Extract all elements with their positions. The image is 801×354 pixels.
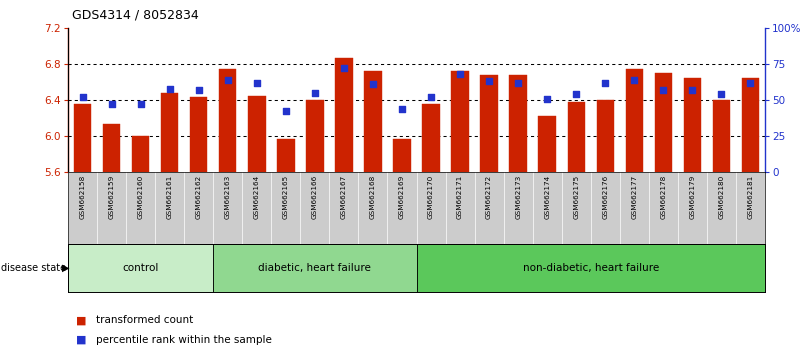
Text: GSM662161: GSM662161 xyxy=(167,175,173,219)
Text: disease state: disease state xyxy=(1,263,66,273)
Bar xyxy=(683,78,701,172)
Bar xyxy=(335,58,352,172)
Text: GSM662180: GSM662180 xyxy=(718,175,724,219)
Text: GSM662164: GSM662164 xyxy=(254,175,260,219)
Text: GSM662163: GSM662163 xyxy=(225,175,231,219)
Point xyxy=(541,96,553,101)
Point xyxy=(367,81,380,87)
Text: GSM662159: GSM662159 xyxy=(109,175,115,219)
Text: GSM662160: GSM662160 xyxy=(138,175,143,219)
Bar xyxy=(626,69,643,172)
Text: GSM662178: GSM662178 xyxy=(660,175,666,219)
Text: diabetic, heart failure: diabetic, heart failure xyxy=(259,263,372,273)
FancyBboxPatch shape xyxy=(417,244,765,292)
Point xyxy=(686,87,698,93)
Text: ■: ■ xyxy=(76,335,87,345)
Bar xyxy=(364,72,381,172)
Point xyxy=(251,80,264,86)
Text: non-diabetic, heart failure: non-diabetic, heart failure xyxy=(522,263,659,273)
Bar xyxy=(538,116,556,172)
Point xyxy=(221,77,234,83)
Text: percentile rank within the sample: percentile rank within the sample xyxy=(96,335,272,345)
FancyBboxPatch shape xyxy=(213,244,417,292)
FancyBboxPatch shape xyxy=(68,244,213,292)
Point xyxy=(135,102,147,107)
Bar xyxy=(713,100,731,172)
Bar xyxy=(219,69,236,172)
Bar xyxy=(132,136,149,172)
Point xyxy=(453,72,466,77)
Text: GSM662165: GSM662165 xyxy=(283,175,289,219)
Text: GSM662171: GSM662171 xyxy=(457,175,463,219)
Text: GDS4314 / 8052834: GDS4314 / 8052834 xyxy=(72,9,199,22)
Point xyxy=(483,79,496,84)
Point xyxy=(512,80,525,86)
Point xyxy=(105,102,118,107)
Point xyxy=(280,109,292,114)
Bar xyxy=(451,72,469,172)
Point xyxy=(425,94,437,100)
Text: transformed count: transformed count xyxy=(96,315,193,325)
Point xyxy=(337,65,350,71)
Point xyxy=(396,106,409,112)
Bar xyxy=(509,75,527,172)
Bar xyxy=(248,96,266,172)
Text: ■: ■ xyxy=(76,315,87,325)
Text: GSM662175: GSM662175 xyxy=(574,175,579,219)
Bar xyxy=(190,97,207,172)
Point xyxy=(744,80,757,86)
Text: GSM662177: GSM662177 xyxy=(631,175,638,219)
Bar xyxy=(597,100,614,172)
Point xyxy=(76,94,89,100)
Text: GSM662173: GSM662173 xyxy=(515,175,521,219)
Bar xyxy=(654,73,672,172)
Bar xyxy=(161,93,179,172)
Text: GSM662170: GSM662170 xyxy=(428,175,434,219)
Point xyxy=(657,87,670,93)
Text: control: control xyxy=(123,263,159,273)
Bar xyxy=(277,138,295,172)
Bar xyxy=(74,104,91,172)
Bar xyxy=(306,100,324,172)
Text: GSM662166: GSM662166 xyxy=(312,175,318,219)
Text: GSM662179: GSM662179 xyxy=(690,175,695,219)
Point xyxy=(570,91,582,97)
Bar xyxy=(742,78,759,172)
Point xyxy=(628,77,641,83)
Bar xyxy=(567,102,585,172)
Text: GSM662162: GSM662162 xyxy=(195,175,202,219)
Text: GSM662168: GSM662168 xyxy=(370,175,376,219)
Bar xyxy=(103,124,120,172)
Text: GSM662172: GSM662172 xyxy=(486,175,492,219)
Text: GSM662176: GSM662176 xyxy=(602,175,608,219)
Text: GSM662174: GSM662174 xyxy=(544,175,550,219)
Text: GSM662167: GSM662167 xyxy=(341,175,347,219)
Text: GSM662158: GSM662158 xyxy=(79,175,86,219)
Point xyxy=(599,80,612,86)
Text: GSM662169: GSM662169 xyxy=(399,175,405,219)
Bar xyxy=(422,104,440,172)
Point xyxy=(715,91,728,97)
Bar xyxy=(481,75,497,172)
Text: GSM662181: GSM662181 xyxy=(747,175,754,219)
Bar xyxy=(393,139,411,172)
Point xyxy=(192,87,205,93)
Point xyxy=(308,90,321,96)
Text: ▶: ▶ xyxy=(62,263,69,273)
Point xyxy=(163,86,176,91)
